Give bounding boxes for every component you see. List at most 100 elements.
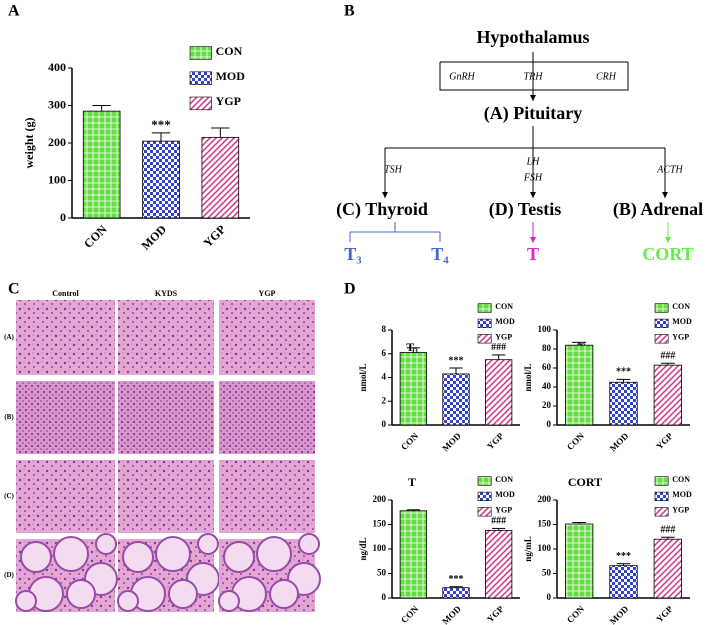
x-tick-label: MOD — [608, 430, 631, 453]
legend-label: CON — [672, 475, 690, 484]
x-tick-label: YGP — [485, 430, 506, 451]
row-label: (C) — [4, 492, 14, 500]
node: (C) Thyroid — [336, 199, 428, 220]
bar — [82, 110, 121, 219]
x-tick-label: MOD — [608, 603, 631, 625]
legend-swatch — [654, 303, 669, 313]
y-tick-label: 100 — [538, 324, 552, 334]
legend-label: YGP — [672, 506, 689, 515]
row-label: (D) — [4, 571, 14, 579]
chart-title: T₃ — [406, 340, 418, 354]
tubule — [15, 590, 37, 612]
connector — [385, 126, 665, 149]
micrograph — [16, 300, 115, 375]
micrograph — [118, 381, 214, 454]
micrograph — [16, 381, 115, 454]
tubule — [218, 590, 240, 612]
legend-label: MOD — [672, 317, 692, 326]
node: (D) Testis — [489, 199, 562, 220]
hormone-output: T₄ — [431, 244, 449, 264]
x-tick-label: CON — [81, 222, 110, 251]
histology-grid: Control KYDS YGP (A) (B) (C) (D) — [4, 289, 321, 612]
y-axis-label: weight (g) — [22, 118, 36, 169]
significance-label: *** — [616, 367, 631, 378]
legend-swatch — [189, 71, 212, 85]
row-label: (A) — [4, 333, 14, 341]
x-tick-label: YGP — [654, 430, 675, 451]
bar — [142, 140, 180, 219]
legend-swatch — [477, 334, 492, 344]
significance-label: ### — [491, 516, 506, 527]
significance-label: *** — [151, 117, 171, 132]
bar — [442, 373, 470, 426]
bar — [609, 381, 638, 426]
bar-chart: 020406080100nmol/LT₄CONCON***MODMOD###YG… — [523, 302, 692, 454]
bar — [565, 523, 594, 599]
row-label: (B) — [4, 413, 14, 421]
legend-label: MOD — [495, 490, 515, 499]
y-tick-label: 0 — [547, 592, 552, 602]
tubule — [95, 533, 117, 555]
legend-label: CON — [216, 44, 243, 58]
legend-label: MOD — [495, 317, 515, 326]
panel-label: B — [344, 3, 355, 20]
legend-label: CON — [495, 475, 513, 484]
y-tick-label: 50 — [377, 568, 387, 578]
x-tick-label: MOD — [440, 603, 463, 625]
legend-swatch — [189, 46, 212, 60]
y-tick-label: 4 — [382, 372, 387, 382]
y-tick-label: 0 — [60, 210, 66, 224]
panel-label: C — [8, 281, 20, 298]
legend-label: MOD — [216, 69, 246, 83]
y-tick-label: 0 — [382, 592, 387, 602]
y-tick-label: 100 — [373, 543, 387, 553]
hormone: TRH — [524, 71, 544, 82]
y-tick-label: 50 — [542, 568, 552, 578]
legend-label: CON — [495, 302, 513, 311]
y-tick-label: 100 — [538, 543, 552, 553]
bar — [399, 510, 427, 599]
significance-label: *** — [449, 355, 464, 366]
bracket — [439, 61, 629, 91]
bar-chart: 0 100 200 300 400 weight (g) CON CON *** MOD MOD YG… — [22, 44, 250, 253]
x-tick-label: CON — [565, 430, 587, 452]
bar-chart: 0 50 100 150 200 ng/mL CORT CON CON *** MOD MOD ### Y… — [523, 475, 692, 625]
legend-swatch — [477, 507, 492, 517]
y-tick-label: 400 — [48, 60, 66, 74]
tubule — [269, 579, 299, 609]
y-axis-label: ng/dL — [358, 537, 368, 560]
legend-label: YGP — [495, 333, 512, 342]
significance-label: ### — [660, 351, 675, 362]
y-tick-label: 0 — [382, 419, 387, 429]
bar — [442, 587, 470, 599]
y-tick-label: 20 — [542, 400, 552, 410]
bar — [653, 364, 682, 426]
hormone: LH — [526, 156, 541, 167]
y-tick-label: 60 — [542, 362, 552, 372]
tubule — [155, 536, 191, 572]
legend-swatch — [189, 96, 212, 111]
bar — [565, 344, 594, 426]
bar — [609, 565, 638, 599]
node: Hypothalamus — [476, 27, 589, 47]
y-tick-label: 2 — [382, 395, 387, 405]
tubule — [223, 541, 255, 573]
chart-title: T — [408, 475, 416, 489]
bar — [653, 538, 682, 599]
y-tick-label: 150 — [538, 519, 552, 529]
axis-diagram: Hypothalamus GnRH TRH CRH (A) Pituitary … — [336, 27, 703, 264]
micrograph — [16, 460, 115, 533]
x-tick-label: CON — [399, 430, 421, 452]
legend-swatch — [477, 491, 492, 502]
legend-label: MOD — [672, 490, 692, 499]
x-tick-label: MOD — [440, 430, 463, 453]
bar — [201, 136, 240, 219]
bar — [485, 529, 513, 599]
micrograph — [219, 300, 315, 375]
y-tick-label: 100 — [48, 172, 66, 186]
micrograph — [118, 300, 214, 375]
legend-swatch — [654, 507, 669, 517]
y-tick-label: 80 — [542, 343, 552, 353]
